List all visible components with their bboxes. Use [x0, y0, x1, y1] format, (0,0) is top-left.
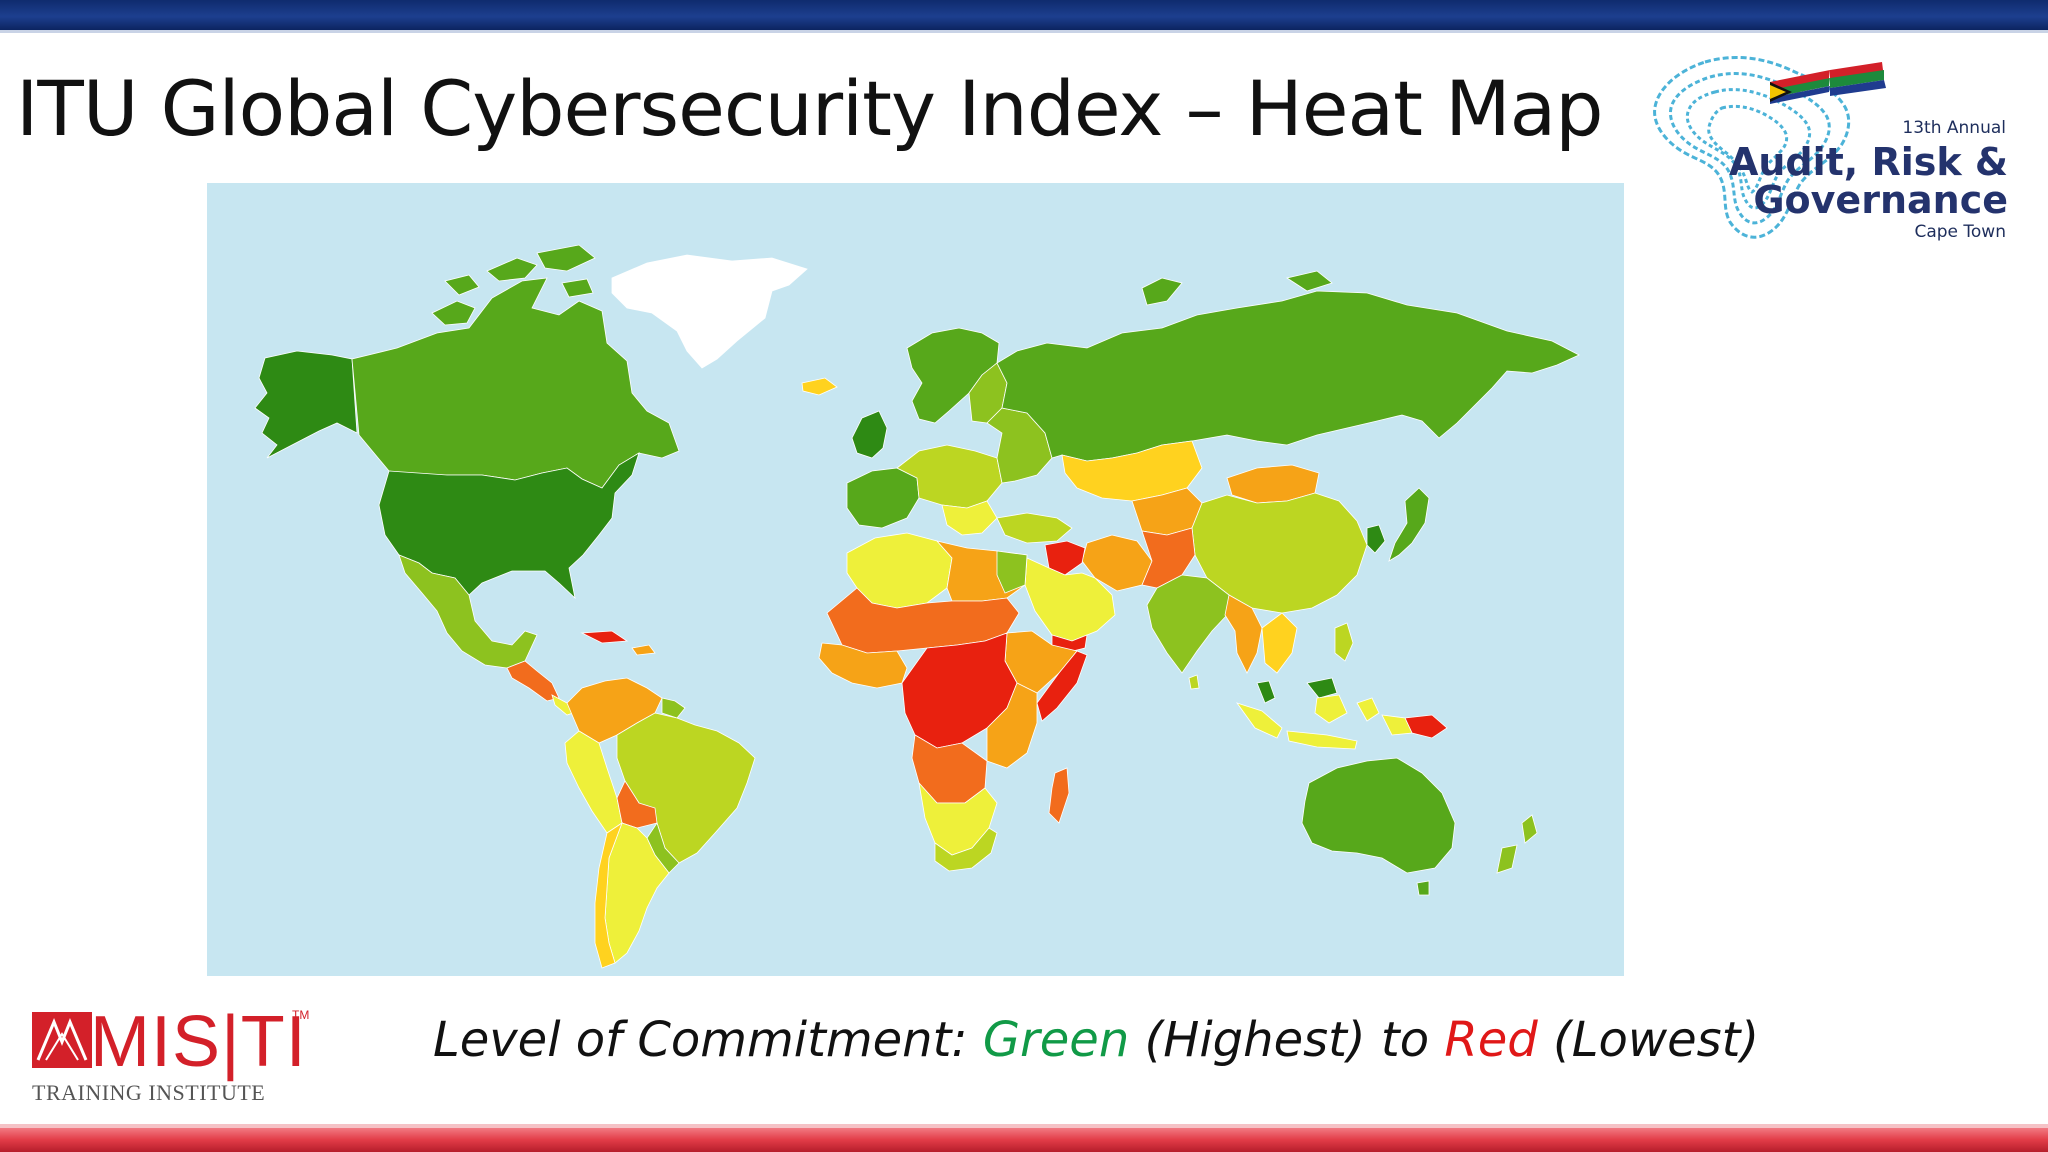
region-balkans: [941, 500, 998, 536]
legend-red-label: Red: [1444, 1012, 1538, 1068]
region-hispaniola: [631, 644, 656, 656]
region-tasmania: [1416, 880, 1430, 896]
region-canada-arctic: [431, 244, 596, 326]
bottom-red-bar: [0, 1128, 2048, 1152]
region-myanmar-thailand: [1224, 594, 1263, 674]
region-mexico: [398, 554, 538, 669]
region-somalia: [1036, 650, 1088, 722]
region-chile: [594, 821, 623, 969]
region-sri-lanka: [1188, 674, 1200, 690]
region-east-africa: [986, 682, 1038, 769]
region-korea: [1366, 524, 1386, 554]
legend-suffix: (Lowest): [1537, 1012, 1760, 1068]
region-guianas: [661, 697, 686, 719]
africa-fingerprint-icon: [1653, 55, 1886, 239]
misti-wordmark: MIS|TI: [90, 1002, 307, 1082]
region-iceland: [801, 377, 838, 396]
misti-trademark: TM: [292, 1008, 310, 1022]
region-central-europe: [896, 444, 1003, 509]
world-heat-map: [207, 183, 1624, 976]
conference-city: Cape Town: [1914, 222, 2006, 242]
world-map-svg: [207, 183, 1624, 976]
misti-logo: MIS|TI TM TRAINING INSTITUTE: [30, 1000, 330, 1110]
region-north-africa-west: [846, 532, 953, 609]
map-legend: Level of Commitment: Green (Highest) to …: [433, 1012, 1759, 1068]
region-japan: [1388, 487, 1430, 562]
region-west-papua: [1381, 714, 1413, 736]
region-turkey: [996, 512, 1073, 544]
slide-title: ITU Global Cybersecurity Index – Heat Ma…: [16, 64, 1603, 153]
misti-emblem-icon: [32, 1012, 92, 1068]
region-new-zealand: [1496, 814, 1538, 874]
region-greenland: [611, 254, 808, 369]
region-india: [1146, 574, 1230, 674]
region-indonesia: [1235, 694, 1380, 750]
region-kazakhstan: [1061, 440, 1203, 502]
conference-logo: 13th Annual Audit, Risk & Governance Cap…: [1630, 52, 2040, 252]
region-alaska: [254, 350, 358, 459]
legend-green-label: Green: [982, 1012, 1130, 1068]
top-blue-bar: [0, 0, 2048, 30]
region-central-america: [506, 660, 560, 702]
misti-subtitle: TRAINING INSTITUTE: [32, 1080, 266, 1105]
legend-middle: (Highest) to: [1129, 1012, 1445, 1068]
region-philippines: [1334, 622, 1354, 662]
region-egypt: [996, 550, 1028, 594]
bottom-bar-edge: [0, 1124, 2048, 1128]
region-madagascar: [1048, 767, 1070, 824]
legend-prefix: Level of Commitment:: [433, 1012, 983, 1068]
region-novaya-zemlya: [1141, 270, 1333, 306]
region-indochina: [1261, 612, 1298, 674]
region-south-africa: [934, 827, 998, 872]
region-malaysia: [1256, 677, 1338, 704]
region-australia: [1301, 757, 1456, 874]
conference-annual-label: 13th Annual: [1902, 118, 2006, 138]
conference-title-line1: Audit, Risk &: [1728, 140, 2008, 184]
region-uk-ireland: [851, 410, 888, 459]
region-cuba: [580, 630, 629, 644]
region-bolivia: [616, 780, 658, 829]
top-bar-edge: [0, 30, 2048, 33]
conference-title-line2: Governance: [1753, 178, 2008, 222]
region-arabia: [1024, 557, 1116, 642]
region-france-iberia: [846, 467, 920, 529]
